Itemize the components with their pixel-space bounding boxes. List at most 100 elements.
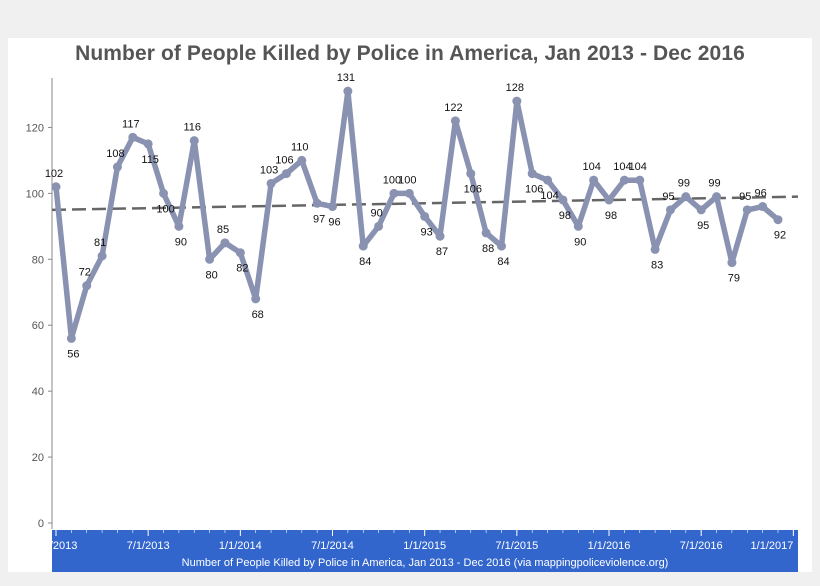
data-point (159, 188, 169, 198)
data-label: 102 (45, 168, 63, 180)
data-point (558, 195, 568, 205)
data-point (389, 188, 399, 198)
data-label: 80 (205, 269, 217, 281)
data-point (712, 192, 722, 202)
data-label: 79 (728, 273, 740, 285)
data-point (404, 188, 414, 198)
data-point (635, 175, 645, 185)
data-label: 87 (436, 246, 448, 258)
x-axis-title: Number of People Killed by Police in Ame… (182, 557, 669, 569)
data-point (681, 192, 691, 202)
x-axis-band-bg (52, 530, 798, 572)
data-label: 72 (79, 267, 91, 279)
chart-card (8, 38, 812, 572)
x-tick-label: 7/1/2013 (127, 540, 170, 552)
x-tick-label: 1/1/2014 (219, 540, 262, 552)
data-point (189, 136, 199, 146)
data-point (573, 221, 583, 231)
x-tick-label: 1/1/2017 (751, 540, 794, 552)
data-label: 116 (183, 122, 201, 134)
y-tick-label: 40 (32, 386, 44, 398)
data-point (128, 132, 138, 142)
data-label: 90 (370, 207, 382, 219)
x-tick-label: 1/1/2015 (403, 540, 446, 552)
y-tick-label: 20 (32, 452, 44, 464)
data-label: 95 (739, 191, 751, 203)
x-tick-label: 1/1/2013 (35, 540, 78, 552)
data-point (220, 238, 230, 248)
data-label: 104 (540, 190, 558, 202)
data-label: 90 (175, 236, 187, 248)
y-tick-label: 120 (26, 122, 44, 134)
data-point (543, 175, 553, 185)
data-point (604, 195, 614, 205)
data-point (205, 254, 215, 264)
data-point (97, 251, 107, 261)
data-point (589, 175, 599, 185)
data-point (66, 333, 76, 343)
data-point (112, 162, 122, 172)
data-point (496, 241, 506, 251)
data-point (51, 182, 61, 192)
data-label: 128 (506, 82, 524, 94)
data-point (358, 241, 368, 251)
data-label: 98 (605, 210, 617, 222)
data-label: 104 (582, 161, 600, 173)
y-tick-label: 100 (26, 188, 44, 200)
data-point (297, 155, 307, 165)
data-label: 99 (678, 178, 690, 190)
data-point (281, 169, 291, 179)
data-label: 115 (141, 154, 159, 166)
data-point (82, 281, 92, 291)
data-point (420, 211, 430, 221)
data-label: 96 (328, 217, 340, 229)
y-axis: 0 20 40 60 80 100 120 (26, 78, 53, 530)
y-tick-label: 60 (32, 320, 44, 332)
data-label: 106 (525, 184, 543, 196)
x-axis-band: 1/1/2013 7/1/2013 1/1/2014 7/1/2014 1/1/2015… (35, 530, 798, 572)
data-point (374, 221, 384, 231)
data-point (527, 169, 537, 179)
data-point (343, 86, 353, 96)
data-label: 83 (651, 259, 663, 271)
data-label: 85 (217, 224, 229, 236)
data-label: 88 (482, 243, 494, 255)
data-label: 100 (398, 174, 416, 186)
data-point (251, 294, 261, 304)
data-point (512, 96, 522, 106)
data-label: 104 (613, 161, 631, 173)
data-point (466, 169, 476, 179)
data-point (328, 202, 338, 212)
data-label: 95 (662, 191, 674, 203)
data-label: 90 (574, 236, 586, 248)
data-point (266, 178, 276, 188)
data-label: 104 (629, 161, 647, 173)
series-group (51, 86, 783, 343)
data-label: 56 (67, 348, 79, 360)
trend-line-group (51, 195, 799, 212)
data-point (665, 205, 675, 215)
data-label: 98 (559, 210, 571, 222)
data-label: 100 (383, 174, 401, 186)
data-label: 92 (774, 230, 786, 242)
data-point (174, 221, 184, 231)
x-tick-label: 7/1/2016 (680, 540, 723, 552)
data-label: 117 (122, 118, 140, 130)
data-label: 106 (275, 155, 293, 167)
data-label: 81 (94, 237, 106, 249)
data-point (235, 248, 245, 258)
data-label: 97 (313, 213, 325, 225)
trend-line (51, 195, 799, 212)
data-point (727, 258, 737, 268)
series-line (53, 88, 781, 342)
data-label: 100 (156, 203, 174, 215)
x-tick-label: 7/1/2015 (495, 540, 538, 552)
data-label: 96 (755, 188, 767, 200)
data-point (758, 202, 768, 212)
data-label: 131 (337, 72, 355, 84)
data-point (435, 231, 445, 241)
data-label: 122 (444, 102, 462, 114)
data-point (650, 244, 660, 254)
